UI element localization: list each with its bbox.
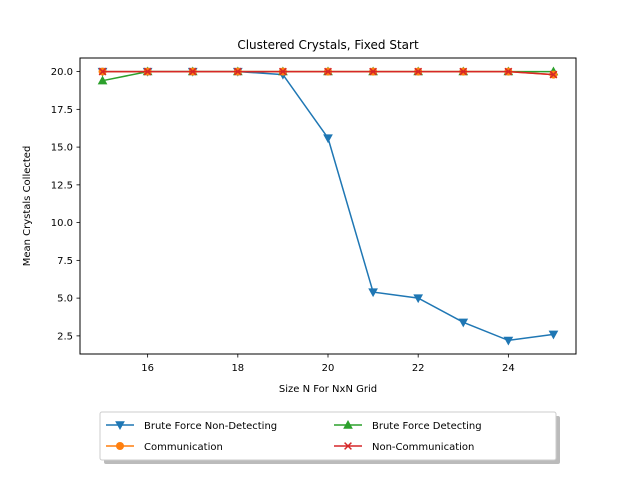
y-tick-label: 17.5 xyxy=(51,105,73,116)
data-point-non-communication xyxy=(459,67,468,76)
data-point-non-communication xyxy=(504,67,513,76)
data-point-brute-force-non-detecting xyxy=(458,318,469,328)
legend-entry-brute-force-detecting: Brute Force Detecting xyxy=(334,419,482,432)
plot-frame xyxy=(79,57,577,355)
x-axis: 16 18 20 22 24 xyxy=(141,354,515,374)
x-tick-label: 22 xyxy=(412,363,425,374)
y-tick-label: 2.5 xyxy=(57,331,73,342)
y-tick-label: 12.5 xyxy=(51,180,73,191)
chart-title: Clustered Crystals, Fixed Start xyxy=(237,38,419,52)
data-point-brute-force-detecting xyxy=(97,75,108,85)
legend-marker-brute-force-detecting xyxy=(343,419,353,429)
data-point-non-communication xyxy=(549,70,558,79)
y-tick-label: 15.0 xyxy=(51,143,73,154)
series-brute-force-non-detecting xyxy=(97,67,559,346)
legend-entry-non-communication: Non-Communication xyxy=(334,442,474,453)
y-axis: 2.5 5.0 7.5 10.0 12.5 15.0 17.5 20.0 xyxy=(51,67,80,342)
x-tick-label: 20 xyxy=(322,363,335,374)
data-point-brute-force-non-detecting xyxy=(503,336,514,346)
data-point-non-communication xyxy=(98,67,107,76)
x-tick-label: 24 xyxy=(502,363,515,374)
plot-series xyxy=(97,66,559,346)
legend-marker-non-communication xyxy=(344,442,352,450)
y-tick-label: 10.0 xyxy=(51,218,73,229)
legend-items: Brute Force Non-Detecting Brute Force Det… xyxy=(106,419,482,453)
legend: Brute Force Non-Detecting Brute Force Det… xyxy=(99,411,560,464)
x-tick-label: 18 xyxy=(231,363,244,374)
data-point-non-communication xyxy=(143,67,152,76)
y-axis-label: Mean Crystals Collected xyxy=(22,146,33,267)
y-tick-label: 7.5 xyxy=(57,256,73,267)
legend-marker-communication xyxy=(116,442,124,450)
data-point-non-communication xyxy=(414,67,423,76)
data-point-non-communication xyxy=(233,67,242,76)
legend-marker-brute-force-non-detecting xyxy=(115,421,125,431)
data-point-non-communication xyxy=(278,67,287,76)
data-point-brute-force-non-detecting xyxy=(323,134,333,144)
y-tick-label: 20.0 xyxy=(51,67,73,78)
legend-label-non-communication: Non-Communication xyxy=(372,442,474,453)
data-point-brute-force-non-detecting xyxy=(368,288,378,298)
series-line-brute-force-non-detecting xyxy=(102,70,554,342)
legend-label-brute-force-detecting: Brute Force Detecting xyxy=(372,421,482,432)
series-communication xyxy=(98,67,558,79)
data-point-brute-force-non-detecting xyxy=(413,294,424,304)
x-tick-label: 16 xyxy=(141,363,154,374)
legend-label-communication: Communication xyxy=(144,442,223,453)
series-non-communication xyxy=(98,67,558,79)
data-point-non-communication xyxy=(188,67,197,76)
data-point-non-communication xyxy=(369,67,378,76)
data-point-brute-force-non-detecting xyxy=(548,330,559,340)
legend-frame xyxy=(99,411,557,461)
x-axis-label: Size N For NxN Grid xyxy=(279,384,377,395)
data-point-non-communication xyxy=(324,67,332,76)
legend-entry-brute-force-non-detecting: Brute Force Non-Detecting xyxy=(106,421,277,432)
y-tick-label: 5.0 xyxy=(57,294,73,305)
legend-label-brute-force-non-detecting: Brute Force Non-Detecting xyxy=(144,421,277,432)
legend-entry-communication: Communication xyxy=(106,442,223,453)
